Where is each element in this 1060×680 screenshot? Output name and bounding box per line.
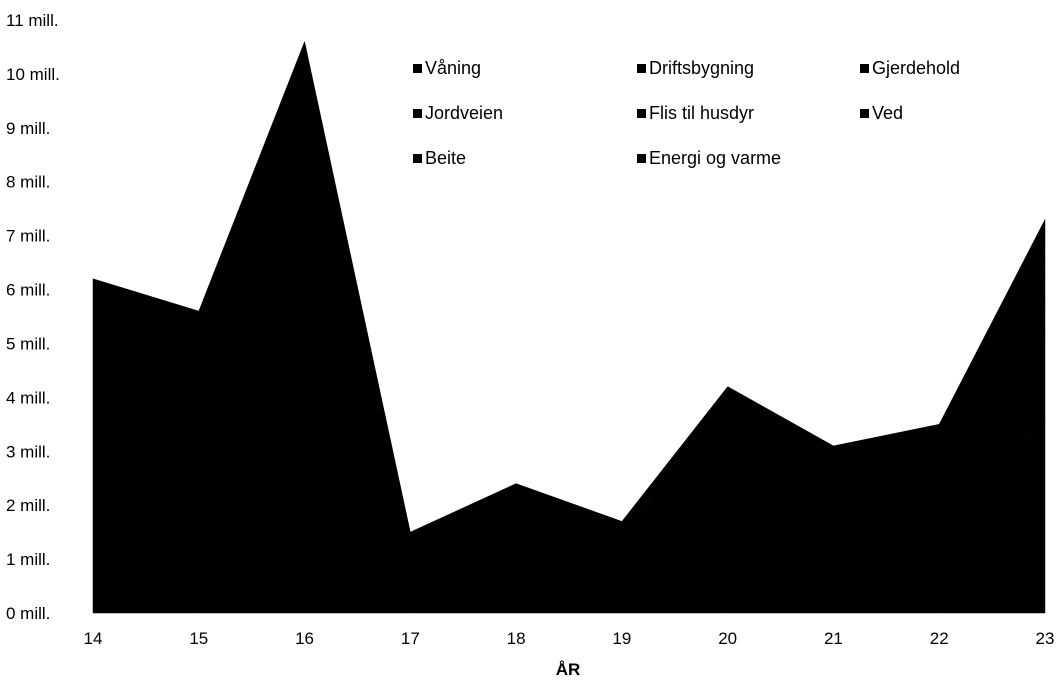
area-series-energi-og-varme xyxy=(92,40,1046,538)
y-axis-tick-labels: 0 mill. 1 mill. 2 mill. 3 mill. 4 mill. 5 mil… xyxy=(6,11,60,623)
x-tick-label: 17 xyxy=(401,629,420,648)
x-axis-tick-labels: 14 15 16 17 18 19 20 21 22 23 xyxy=(84,629,1055,648)
y-tick-label: 7 mill. xyxy=(6,227,50,246)
y-tick-label: 8 mill. xyxy=(6,173,50,192)
legend-swatch xyxy=(637,64,646,73)
y-tick-label: 1 mill. xyxy=(6,550,50,569)
x-tick-label: 21 xyxy=(824,629,843,648)
x-tick-label: 23 xyxy=(1036,629,1055,648)
area-series-group xyxy=(92,40,1046,614)
x-tick-label: 20 xyxy=(718,629,737,648)
x-tick-label: 22 xyxy=(930,629,949,648)
legend-entry-flis-til-husdyr: Flis til husdyr xyxy=(649,103,754,123)
x-tick-label: 15 xyxy=(189,629,208,648)
y-tick-label: 2 mill. xyxy=(6,496,50,515)
legend-swatch xyxy=(413,64,422,73)
y-tick-label: 5 mill. xyxy=(6,334,50,353)
y-tick-label: 4 mill. xyxy=(6,388,50,407)
legend-entry-vaning: Våning xyxy=(425,58,481,78)
legend-entry-driftsbygning: Driftsbygning xyxy=(649,58,754,78)
legend-swatch xyxy=(637,109,646,118)
x-axis-title: ÅR xyxy=(556,660,581,679)
legend-entry-gjerdehold: Gjerdehold xyxy=(872,58,960,78)
legend-entry-beite: Beite xyxy=(425,148,466,168)
y-tick-label: 9 mill. xyxy=(6,119,50,138)
legend-entry-energi-og-varme: Energi og varme xyxy=(649,148,781,168)
x-tick-label: 14 xyxy=(84,629,103,648)
y-tick-label: 3 mill. xyxy=(6,442,50,461)
y-tick-label: 0 mill. xyxy=(6,604,50,623)
x-tick-label: 19 xyxy=(612,629,631,648)
legend-swatch xyxy=(860,109,869,118)
legend-entry-jordveien: Jordveien xyxy=(425,103,503,123)
legend-swatch xyxy=(860,64,869,73)
legend-swatch xyxy=(413,109,422,118)
x-tick-label: 18 xyxy=(507,629,526,648)
legend-swatch xyxy=(413,154,422,163)
y-tick-label: 11 mill. xyxy=(6,11,59,30)
legend-swatch xyxy=(637,154,646,163)
legend: Våning Driftsbygning Gjerdehold Jordveien Fl… xyxy=(413,58,960,168)
y-tick-label: 6 mill. xyxy=(6,281,50,300)
y-tick-label: 10 mill. xyxy=(6,65,60,84)
x-tick-label: 16 xyxy=(295,629,314,648)
legend-entry-ved: Ved xyxy=(872,103,903,123)
